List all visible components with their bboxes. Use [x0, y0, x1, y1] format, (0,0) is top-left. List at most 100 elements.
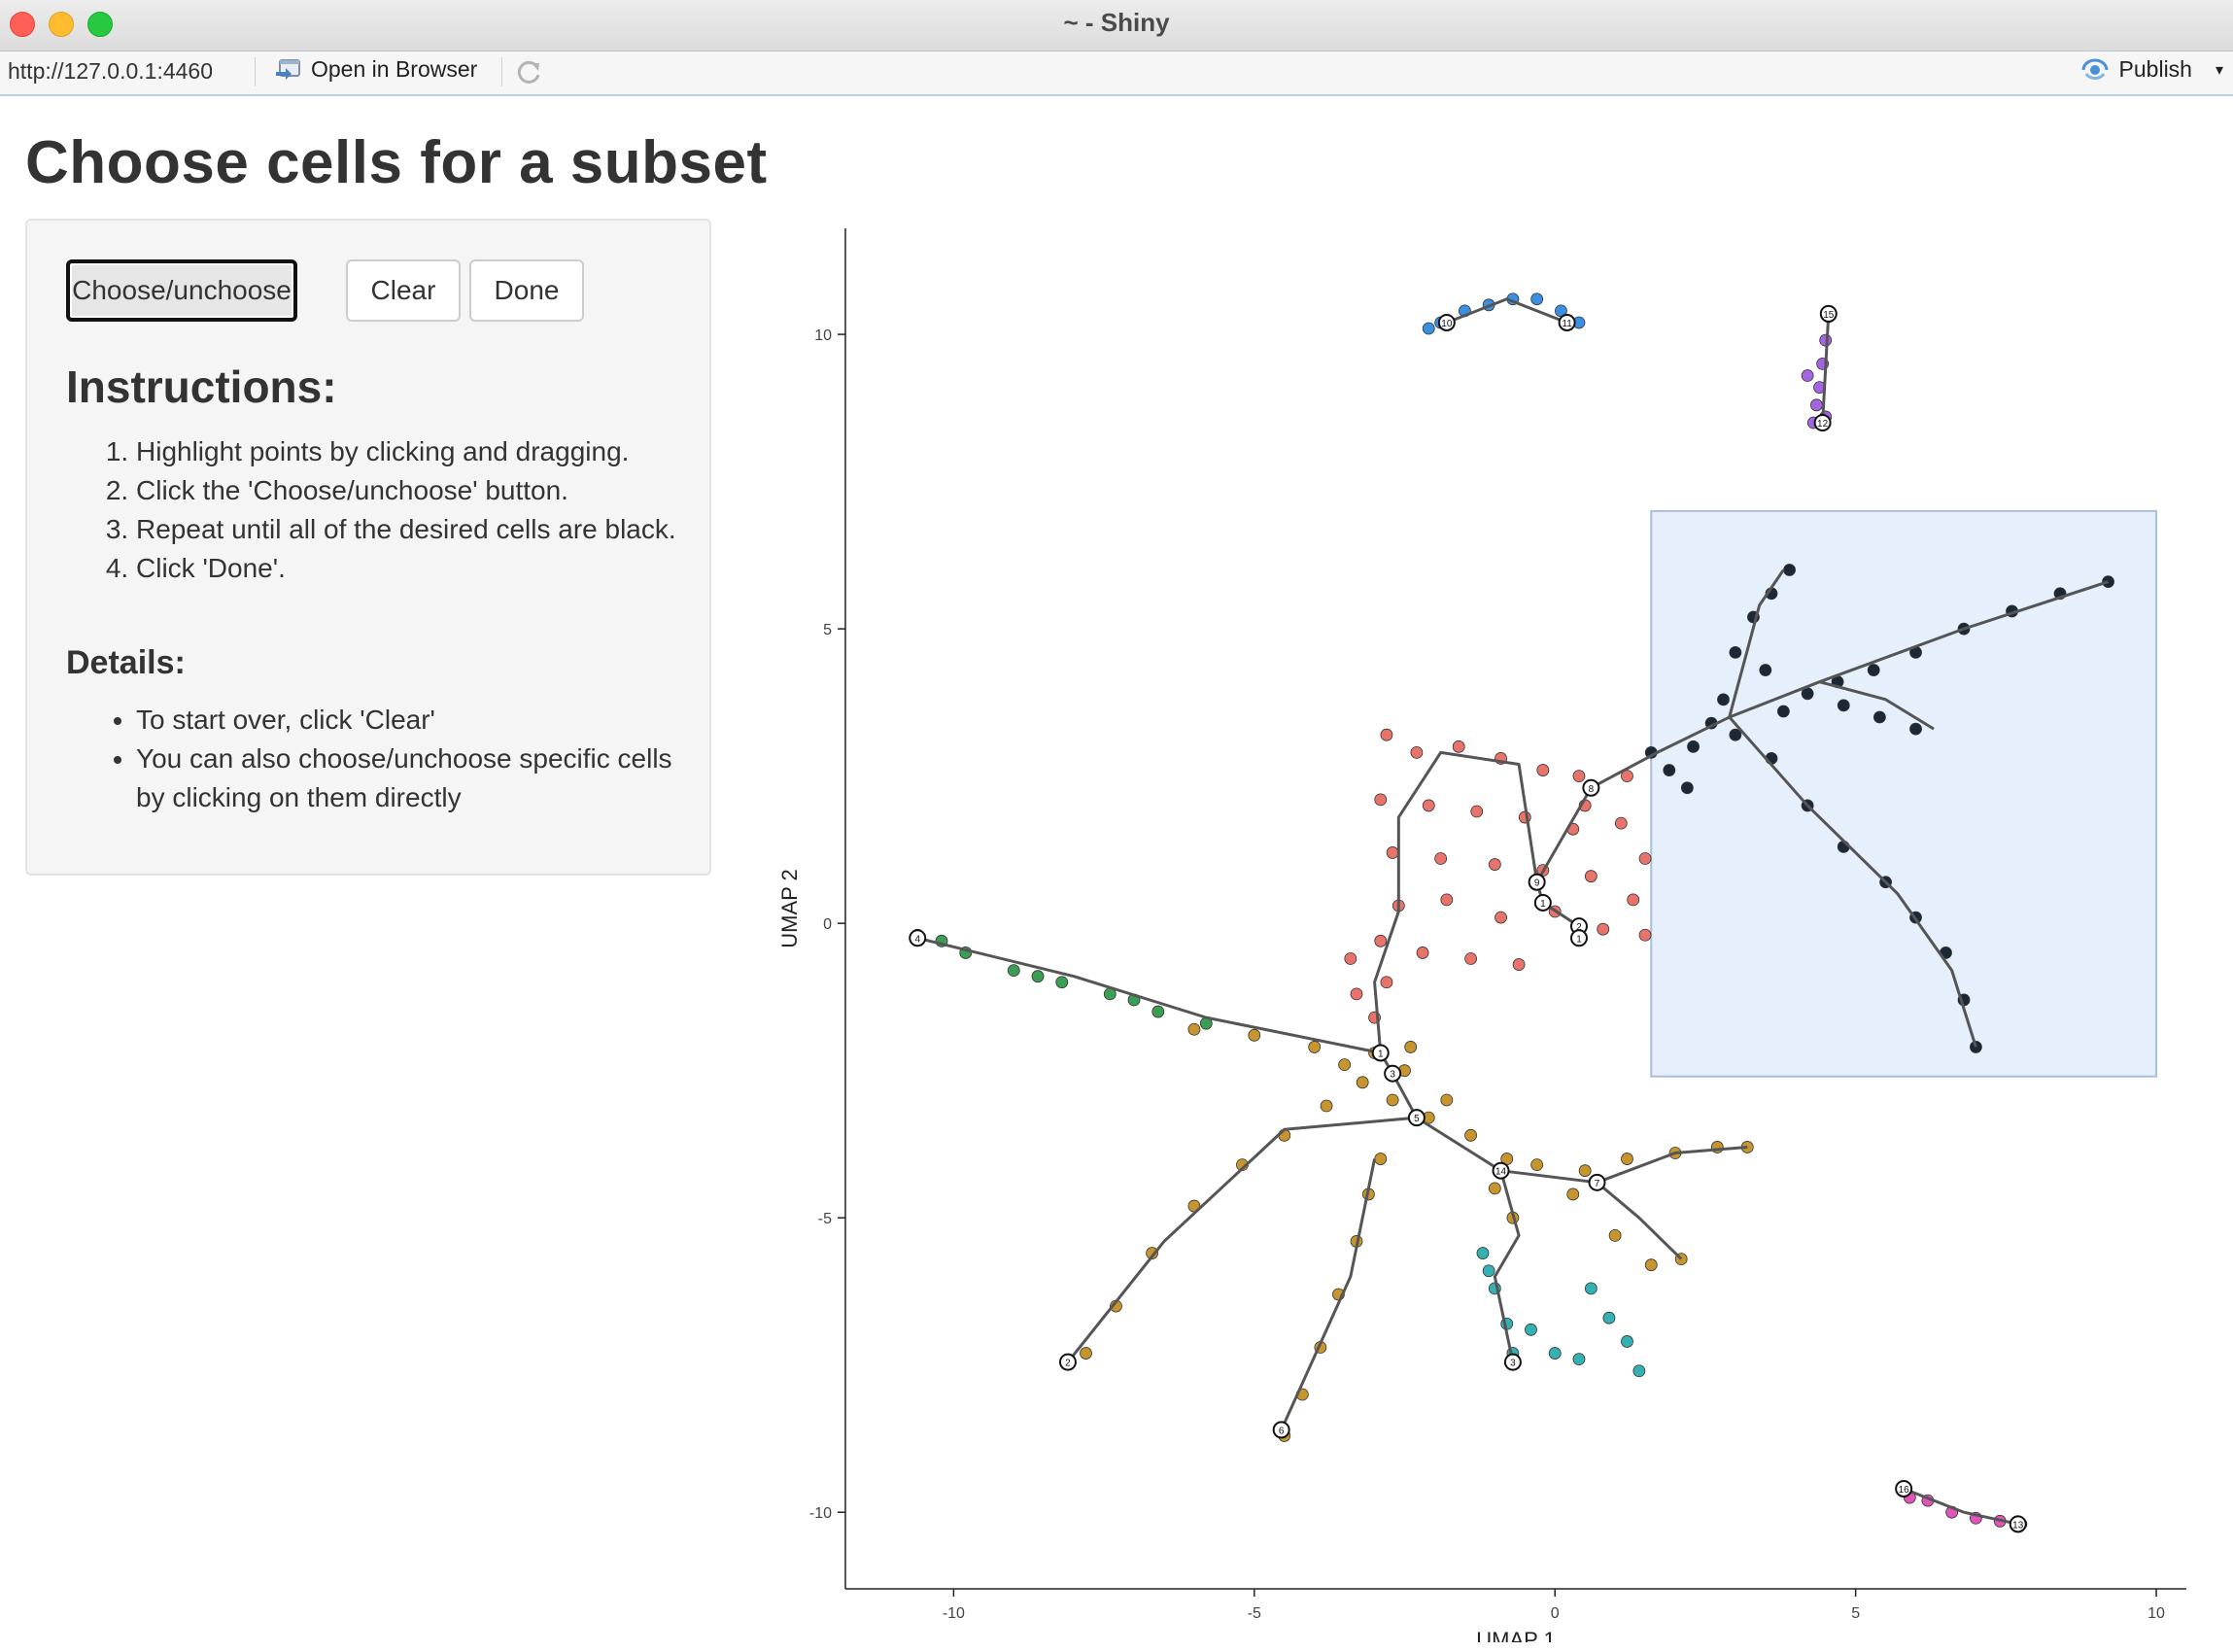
- cell-point: [1584, 870, 1597, 883]
- trajectory-node-label: 5: [1414, 1114, 1420, 1124]
- trajectory-node-label: 1: [1576, 934, 1582, 945]
- cell-point: [1530, 293, 1544, 306]
- x-tick-label: 0: [1551, 1605, 1560, 1622]
- trajectory-node: [1582, 778, 1600, 797]
- trajectory-node: [1569, 929, 1588, 947]
- instruction-step: Highlight points by clicking and draggin…: [136, 432, 680, 471]
- cell-point: [1867, 664, 1880, 676]
- cell-point: [1386, 1093, 1399, 1107]
- cell-point: [1440, 1093, 1454, 1107]
- trajectory-node: [1272, 1421, 1290, 1439]
- cell-point: [1410, 745, 1424, 759]
- cell-point: [1759, 664, 1772, 676]
- viewer-toolbar: http://127.0.0.1:4460 Open in Browser Pu…: [0, 52, 2233, 96]
- cell-point: [1146, 1247, 1159, 1259]
- trajectory-line: [1903, 1487, 2019, 1526]
- trajectory-node-label: 11: [1562, 319, 1572, 329]
- cell-point: [1572, 770, 1586, 783]
- close-window-button[interactable]: [10, 12, 35, 37]
- cell-point: [1404, 1041, 1418, 1053]
- cell-point: [1464, 952, 1477, 965]
- trajectory-node: [1819, 304, 1838, 323]
- cell-point: [1621, 1153, 1633, 1165]
- trajectory-node: [1588, 1173, 1606, 1191]
- cell-point: [1187, 1022, 1201, 1036]
- cell-point: [1776, 705, 1790, 718]
- details-heading: Details:: [66, 644, 186, 681]
- zoom-window-button[interactable]: [87, 12, 113, 37]
- cell-point: [1729, 645, 1742, 659]
- cell-point: [1308, 1041, 1322, 1053]
- refresh-icon[interactable]: [515, 57, 544, 86]
- x-tick-label: 10: [2147, 1605, 2165, 1622]
- brush-selection-box[interactable]: [1650, 509, 2158, 1078]
- publish-button[interactable]: Publish ▾: [2080, 56, 2223, 83]
- open-in-browser-button[interactable]: Open in Browser: [274, 56, 477, 83]
- cell-point: [1644, 1258, 1658, 1272]
- trajectory-node-label: 14: [1495, 1167, 1507, 1178]
- trajectory-node-label: 9: [1534, 878, 1540, 889]
- trajectory-node: [1533, 893, 1552, 912]
- trajectory-line: [1596, 1181, 1683, 1260]
- cell-point: [1638, 852, 1652, 865]
- cell-point: [1572, 1353, 1586, 1366]
- cell-point: [1627, 893, 1640, 907]
- trajectory-node-label: 1: [1540, 899, 1546, 910]
- cell-point: [1566, 1187, 1580, 1201]
- cell-point: [1810, 398, 1823, 412]
- cell-point: [1374, 1153, 1388, 1165]
- trajectory-line: [1373, 750, 1539, 1053]
- cell-point: [1320, 1099, 1333, 1113]
- clear-button[interactable]: Clear: [346, 259, 461, 322]
- trajectory-node: [1492, 1161, 1510, 1180]
- toolbar-divider: [501, 57, 502, 86]
- choose-unchoose-button[interactable]: Choose/unchoose: [66, 259, 297, 322]
- trajectory-node-label: 3: [1390, 1070, 1395, 1081]
- y-axis-label: UMAP 2: [777, 869, 802, 948]
- trajectory-node: [1384, 1064, 1402, 1083]
- cell-point: [1476, 1247, 1490, 1259]
- cell-point: [1350, 987, 1363, 1001]
- cell-point: [1872, 710, 1886, 724]
- trajectory-node: [1895, 1479, 1913, 1497]
- cell-point: [1584, 1282, 1597, 1295]
- instruction-step: Repeat until all of the desired cells ar…: [136, 510, 680, 549]
- trajectory-node: [1813, 414, 1832, 431]
- x-tick-label: 5: [1851, 1605, 1860, 1622]
- done-button[interactable]: Done: [469, 259, 584, 322]
- cell-point: [1614, 816, 1628, 830]
- instruction-step: Click the 'Choose/unchoose' button.: [136, 471, 680, 510]
- trajectory-node-label: 12: [1817, 419, 1829, 430]
- cell-point: [1578, 1164, 1592, 1178]
- instructions-heading: Instructions:: [66, 361, 337, 412]
- cell-point: [1440, 893, 1454, 907]
- instructions-list: Highlight points by clicking and draggin…: [66, 432, 680, 588]
- trajectory-line: [1280, 1158, 1377, 1430]
- x-tick-label: -10: [943, 1605, 965, 1622]
- cell-point: [1344, 952, 1357, 965]
- y-tick-label: -10: [809, 1505, 832, 1522]
- trajectory-line: [1821, 313, 1831, 424]
- cell-point: [1416, 946, 1429, 959]
- instruction-step: Click 'Done'.: [136, 549, 680, 588]
- cell-point: [1597, 922, 1610, 936]
- cell-point: [1380, 976, 1393, 989]
- url-display[interactable]: http://127.0.0.1:4460: [8, 58, 214, 84]
- trajectory-node-label: 4: [914, 934, 920, 945]
- trajectory-node: [1503, 1353, 1522, 1371]
- trajectory-node-label: 2: [1576, 922, 1582, 933]
- chevron-down-icon[interactable]: ▾: [2215, 61, 2223, 79]
- cell-point: [1717, 693, 1730, 706]
- trajectory-line: [1446, 297, 1568, 325]
- window-titlebar: ~ - Shiny: [0, 0, 2233, 52]
- minimize-window-button[interactable]: [49, 12, 74, 37]
- details-item: To start over, click 'Clear': [136, 701, 680, 740]
- cell-point: [1621, 1335, 1633, 1348]
- cell-point: [1151, 1005, 1165, 1018]
- cell-point: [1422, 799, 1435, 812]
- cell-point: [1687, 740, 1700, 753]
- cell-point: [1801, 369, 1814, 382]
- x-axis-label: UMAP 1: [1476, 1628, 1556, 1642]
- y-tick-label: -5: [818, 1211, 832, 1227]
